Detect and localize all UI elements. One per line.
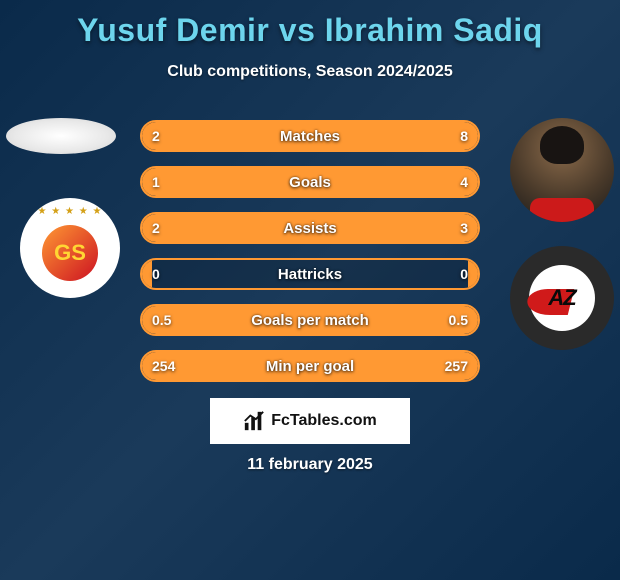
stat-value-left: 2	[142, 122, 170, 150]
stat-value-left: 0.5	[142, 306, 181, 334]
attribution-text: FcTables.com	[271, 412, 377, 430]
stat-value-left: 254	[142, 352, 185, 380]
stat-label: Assists	[142, 214, 478, 242]
player-left-avatar	[6, 118, 116, 154]
stat-value-left: 1	[142, 168, 170, 196]
stat-row: Matches2 8	[140, 120, 480, 152]
date-label: 11 february 2025	[0, 456, 620, 474]
club-left-stars: ★ ★ ★ ★ ★	[38, 206, 103, 217]
stat-label: Goals per match	[142, 306, 478, 334]
stat-value-left: 2	[142, 214, 170, 242]
attribution-badge: FcTables.com	[210, 398, 410, 444]
club-left-logo: ★ ★ ★ ★ ★ GS	[20, 198, 120, 298]
club-left-badge: GS	[42, 225, 98, 281]
stat-label: Matches	[142, 122, 478, 150]
stat-label: Min per goal	[142, 352, 478, 380]
club-right-badge: AZ	[548, 285, 575, 311]
stat-label: Goals	[142, 168, 478, 196]
stat-value-left: 0	[142, 260, 170, 288]
stat-value-right: 0	[450, 260, 478, 288]
subtitle: Club competitions, Season 2024/2025	[0, 63, 620, 81]
stat-row: Assists2 3	[140, 212, 480, 244]
stat-value-right: 0.5	[439, 306, 478, 334]
chart-icon	[243, 410, 265, 432]
stat-value-right: 8	[450, 122, 478, 150]
stat-row: Hattricks0 0	[140, 258, 480, 290]
player-right-avatar	[510, 118, 614, 222]
club-right-logo: AZ	[510, 246, 614, 350]
stat-value-right: 4	[450, 168, 478, 196]
stat-row: Goals1 4	[140, 166, 480, 198]
stat-value-right: 257	[435, 352, 478, 380]
stat-row: Goals per match0.5 0.5	[140, 304, 480, 336]
page-title: Yusuf Demir vs Ibrahim Sadiq	[0, 0, 620, 49]
stat-value-right: 3	[450, 214, 478, 242]
stat-row: Min per goal254 257	[140, 350, 480, 382]
stat-label: Hattricks	[142, 260, 478, 288]
stats-chart: Matches28Goals14Assists23Hattricks00Goal…	[140, 120, 480, 396]
